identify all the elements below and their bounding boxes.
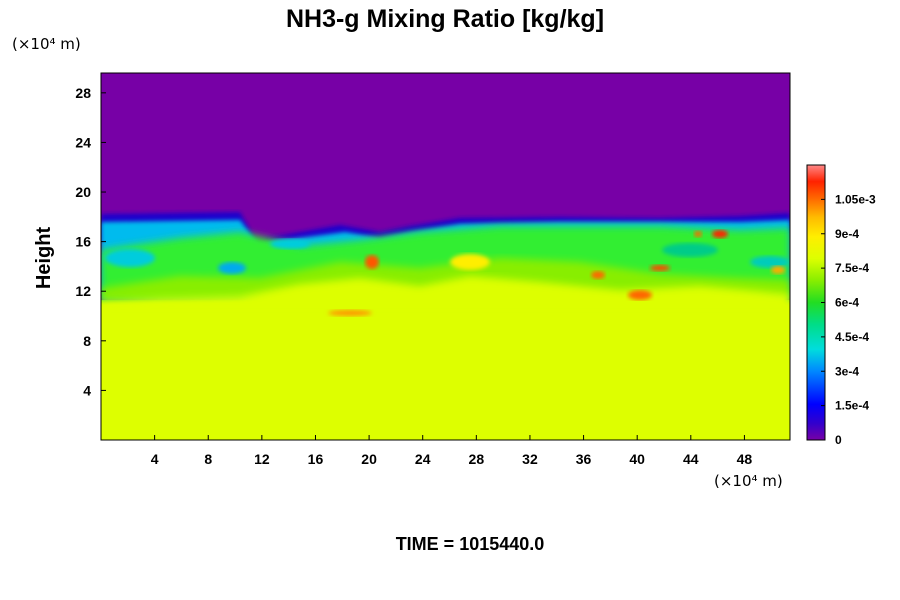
x-tick-label: 28 [469, 451, 485, 467]
colorbar-tick-label: 1.05e-3 [835, 192, 876, 206]
colorbar-tick-label: 3e-4 [835, 364, 859, 378]
colorbar: 0 1.5e-4 3e-4 4.5e-4 6e-4 7.5e-4 9e-4 1.05e-3 [806, 164, 876, 447]
colorbar-ticks: 0 1.5e-4 3e-4 4.5e-4 6e-4 7.5e-4 9e-4 1.05e-3 [821, 192, 876, 447]
plot-frame [100, 72, 791, 441]
x-tick-label: 32 [522, 451, 538, 467]
x-tick-label: 20 [361, 451, 377, 467]
x-tick-label: 36 [576, 451, 592, 467]
x-tick-label: 40 [629, 451, 645, 467]
mixing-band [101, 212, 790, 316]
x-axis-ticks: 4 8 12 16 20 24 28 32 36 40 44 48 [151, 435, 753, 467]
y-tick-label: 8 [83, 333, 91, 349]
y-tick-label: 20 [75, 184, 91, 200]
x-tick-label: 16 [308, 451, 324, 467]
plot-area [101, 73, 790, 440]
chart-title: NH3-g Mixing Ratio [kg/kg] [286, 5, 604, 33]
x-tick-label: 44 [683, 451, 699, 467]
x-tick-label: 8 [204, 451, 212, 467]
colorbar-tick-label: 9e-4 [835, 227, 859, 241]
x-tick-label: 4 [151, 451, 159, 467]
y-tick-label: 28 [75, 85, 91, 101]
y-axis-ticks: 4 8 12 16 20 24 28 [75, 85, 106, 398]
x-tick-label: 24 [415, 451, 431, 467]
x-tick-label: 48 [737, 451, 753, 467]
y-tick-label: 24 [75, 134, 91, 150]
colorbar-tick-label: 4.5e-4 [835, 330, 869, 344]
lower-region [101, 300, 790, 440]
time-label: TIME = 1015440.0 [396, 534, 545, 554]
colorbar-tick-label: 6e-4 [835, 296, 859, 310]
y-axis-unit: (×10⁴ m) [12, 35, 81, 53]
y-tick-label: 4 [83, 382, 91, 398]
y-tick-label: 16 [75, 234, 91, 250]
turbulent-features [105, 230, 790, 316]
colorbar-tick-label: 0 [835, 433, 842, 447]
y-tick-label: 12 [75, 283, 91, 299]
y-axis-label: Height [33, 227, 55, 290]
colorbar-tick-label: 7.5e-4 [835, 261, 869, 275]
x-tick-label: 12 [254, 451, 270, 467]
x-axis-unit: (×10⁴ m) [714, 472, 783, 490]
colorbar-tick-label: 1.5e-4 [835, 399, 869, 413]
